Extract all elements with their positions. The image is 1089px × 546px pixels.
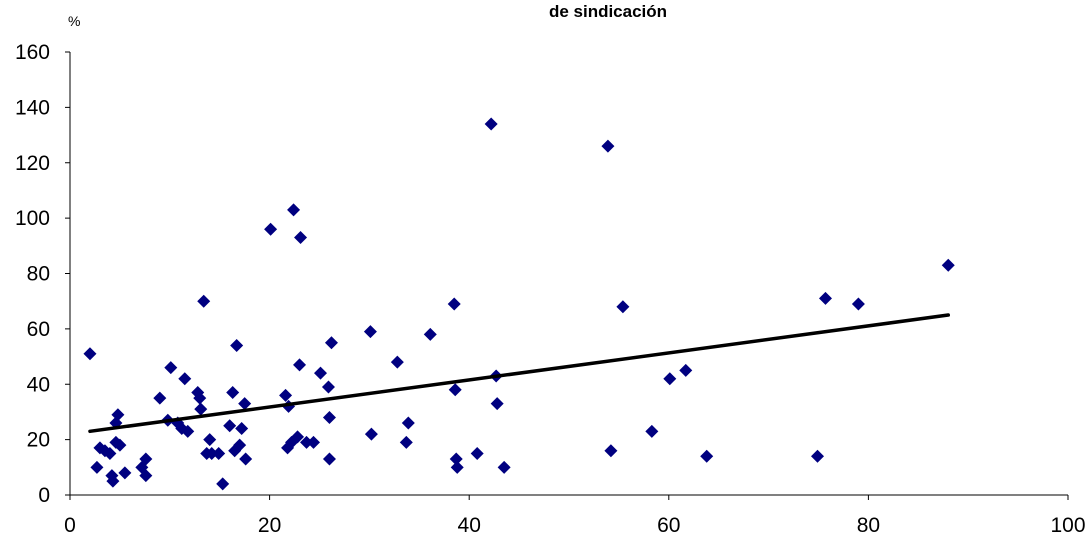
data-point	[164, 361, 178, 375]
x-tick-label: 80	[857, 514, 880, 537]
y-tick-label: 120	[15, 152, 50, 175]
data-point	[235, 422, 249, 436]
data-point	[230, 338, 244, 352]
data-point	[205, 446, 219, 460]
data-point	[153, 391, 167, 405]
data-point	[604, 444, 618, 458]
chart-title: de sindicación	[549, 2, 667, 21]
data-point	[484, 117, 498, 131]
data-point	[324, 336, 338, 350]
data-point	[264, 222, 278, 236]
axes	[69, 52, 1068, 496]
data-point	[818, 291, 832, 305]
data-point	[322, 452, 336, 466]
data-point	[279, 388, 293, 402]
data-point	[212, 446, 226, 460]
data-point	[233, 438, 247, 452]
trendline-group	[88, 313, 950, 434]
y-tick-label: 60	[27, 318, 50, 341]
data-point	[287, 203, 301, 217]
x-tick-label: 60	[657, 514, 680, 537]
data-point	[811, 449, 825, 463]
x-tick-label: 100	[1050, 514, 1085, 537]
data-point	[447, 297, 461, 311]
data-point	[401, 416, 415, 430]
x-tick-label: 20	[258, 514, 281, 537]
data-point	[223, 419, 237, 433]
y-unit-label: %	[68, 13, 80, 29]
data-point	[193, 391, 207, 405]
data-point	[113, 438, 127, 452]
y-tick-label: 140	[15, 96, 50, 119]
y-tick-label: 100	[15, 207, 50, 230]
data-point	[103, 446, 117, 460]
data-point	[294, 231, 308, 245]
data-point	[663, 372, 677, 386]
data-point	[226, 386, 240, 400]
y-axis-ticks: 0 20 40 60 80 100 120 140 160	[15, 41, 70, 507]
data-point	[363, 325, 377, 339]
data-point	[90, 460, 104, 474]
data-point	[490, 397, 504, 411]
data-point	[601, 139, 615, 153]
data-point	[322, 410, 336, 424]
data-point	[239, 452, 253, 466]
data-point	[139, 452, 153, 466]
data-point	[423, 327, 437, 341]
data-point	[178, 372, 192, 386]
data-point	[470, 446, 484, 460]
trendline	[88, 313, 950, 434]
data-point	[216, 477, 230, 491]
data-point	[497, 460, 511, 474]
y-tick-label: 80	[27, 263, 50, 286]
data-point	[106, 474, 120, 488]
data-point	[364, 427, 378, 441]
data-point	[313, 366, 327, 380]
data-point	[399, 435, 413, 449]
data-points	[83, 117, 955, 491]
data-point	[118, 466, 132, 480]
data-point	[851, 297, 865, 311]
data-point	[83, 347, 97, 361]
x-tick-label: 40	[458, 514, 481, 537]
data-point	[645, 424, 659, 438]
data-point	[300, 435, 314, 449]
data-point	[390, 355, 404, 369]
data-point	[307, 435, 321, 449]
data-point	[679, 363, 693, 377]
data-point	[194, 402, 208, 416]
data-point	[291, 430, 305, 444]
y-tick-label: 0	[38, 484, 50, 507]
data-point	[321, 380, 335, 394]
y-tick-label: 160	[15, 41, 50, 64]
x-tick-label: 0	[64, 514, 76, 537]
x-axis-ticks: 0 20 40 60 80 100	[64, 495, 1086, 537]
data-point	[293, 358, 307, 372]
data-point	[941, 258, 955, 272]
data-point	[700, 449, 714, 463]
data-point	[111, 408, 125, 422]
y-tick-label: 40	[27, 373, 50, 396]
data-point	[139, 469, 153, 483]
data-point	[450, 460, 464, 474]
data-point	[203, 433, 217, 447]
data-point	[238, 397, 252, 411]
data-point	[448, 383, 462, 397]
data-point	[449, 452, 463, 466]
data-point	[616, 300, 630, 314]
data-point	[181, 424, 195, 438]
y-tick-label: 20	[27, 429, 50, 452]
data-point	[197, 294, 211, 308]
